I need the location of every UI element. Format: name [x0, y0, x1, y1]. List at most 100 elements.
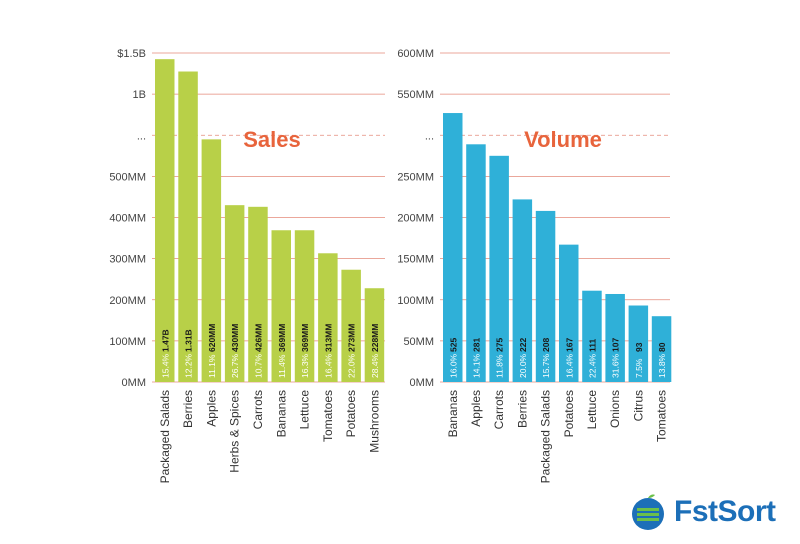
volume-category-label: Tomatoes — [655, 390, 669, 442]
volume-bar — [535, 210, 556, 382]
sales-category-label: Mushrooms — [367, 390, 381, 453]
sales-pct-label: 22.0% — [347, 353, 357, 378]
volume-pct-label: 13.8% — [657, 353, 667, 378]
volume-y-tick-label: 550MM — [397, 89, 434, 101]
brand-name: FstSort — [674, 495, 776, 528]
sales-y-tick-label: 300MM — [109, 254, 146, 266]
volume-pct-label: 22.4% — [587, 353, 597, 378]
volume-value-label: 80 — [657, 342, 667, 352]
volume-value-label: 222 — [518, 338, 528, 352]
sales-pct-label: 16.4% — [323, 353, 333, 378]
sales-category-label: Apples — [204, 390, 218, 427]
sales-category-label: Lettuce — [298, 390, 312, 430]
sales-y-tick-label: $1.5B — [117, 48, 146, 60]
volume-category-label: Potatoes — [562, 390, 576, 437]
sales-category-label: Packaged Salads — [158, 390, 172, 483]
sales-bar — [341, 269, 361, 382]
volume-category-label: Lettuce — [585, 390, 599, 430]
volume-y-tick-label: 100MM — [397, 295, 434, 307]
volume-pct-label: 31.6% — [611, 353, 621, 378]
sales-value-label: 369MM — [277, 324, 287, 352]
sales-bar — [201, 139, 222, 382]
sales-bar — [294, 230, 315, 382]
sales-pct-label: 16.3% — [300, 353, 310, 378]
volume-value-label: 93 — [634, 342, 644, 352]
sales-pct-label: 11.1% — [207, 354, 217, 378]
volume-bar — [489, 155, 509, 382]
sales-category-label: Potatoes — [344, 390, 358, 437]
volume-y-tick-label: 0MM — [410, 377, 434, 389]
sales-bar — [364, 288, 385, 382]
sales-pct-label: 10.7% — [253, 353, 263, 378]
volume-value-label: 208 — [541, 338, 551, 352]
sales-bar — [178, 71, 198, 382]
sales-pct-label: 11.4% — [277, 354, 287, 378]
sales-value-label: 620MM — [207, 324, 217, 352]
sales-category-label: Carrots — [251, 390, 265, 429]
sales-chart-title: Sales — [243, 127, 301, 152]
sales-value-label: 1.31B — [184, 329, 194, 352]
volume-bar — [512, 199, 533, 382]
volume-value-label: 281 — [471, 338, 481, 352]
sales-category-label: Bananas — [274, 390, 288, 437]
volume-value-label: 525 — [448, 338, 458, 352]
sales-bar — [155, 59, 175, 382]
volume-bar — [559, 244, 579, 382]
volume-value-label: 107 — [611, 338, 621, 352]
sales-bar — [224, 205, 245, 382]
volume-bar — [628, 305, 649, 382]
sales-pct-label: 26.7% — [230, 353, 240, 378]
volume-category-label: Berries — [515, 390, 529, 428]
apple-logo-icon — [632, 494, 664, 530]
volume-y-tick-label: 250MM — [397, 171, 434, 183]
volume-bar — [651, 316, 672, 382]
sales-category-label: Tomatoes — [321, 390, 335, 442]
volume-pct-label: 7.5% — [634, 358, 644, 378]
sales-pct-label: 12.2% — [184, 353, 194, 378]
volume-category-label: Carrots — [492, 390, 506, 429]
volume-y-tick-label: 50MM — [403, 336, 434, 348]
volume-category-label: Packaged Salads — [539, 390, 553, 483]
sales-category-label: Herbs & Spices — [228, 390, 242, 473]
volume-category-label: Bananas — [446, 390, 460, 437]
volume-pct-label: 11.8% — [495, 354, 505, 378]
sales-value-label: 1.47B — [160, 329, 170, 352]
volume-chart-title: Volume — [524, 127, 602, 152]
volume-pct-label: 16.4% — [564, 353, 574, 378]
sales-category-label: Berries — [181, 390, 195, 428]
sales-pct-label: 15.4% — [160, 353, 170, 378]
sales-value-label: 228MM — [370, 324, 380, 352]
volume-category-label: Onions — [608, 390, 622, 428]
sales-y-tick-label: 0MM — [122, 377, 146, 389]
volume-pct-label: 14.1% — [471, 353, 481, 378]
sales-value-label: 430MM — [230, 324, 240, 352]
sales-value-label: 426MM — [253, 324, 263, 352]
sales-value-label: 273MM — [347, 324, 357, 352]
volume-bar — [466, 144, 486, 382]
volume-bar — [605, 293, 625, 382]
volume-category-label: Apples — [469, 390, 483, 427]
volume-value-label: 275 — [495, 338, 505, 352]
brand-logo: FstSort — [628, 488, 796, 536]
volume-value-label: 111 — [587, 338, 597, 352]
volume-value-label: 167 — [564, 338, 574, 352]
sales-y-tick-label: 1B — [133, 89, 146, 101]
sales-value-label: 369MM — [300, 324, 310, 352]
volume-y-tick-label: 600MM — [397, 48, 434, 60]
volume-y-tick-label: 150MM — [397, 254, 434, 266]
volume-pct-label: 16.0% — [448, 353, 458, 378]
volume-bar — [582, 290, 602, 382]
volume-category-label: Citrus — [631, 390, 645, 421]
sales-y-tick-label: 400MM — [109, 213, 146, 225]
sales-y-tick-label: ... — [137, 130, 146, 142]
sales-bar — [271, 230, 291, 382]
sales-y-tick-label: 200MM — [109, 295, 146, 307]
sales-bar — [248, 206, 268, 382]
volume-bar — [443, 113, 463, 382]
volume-pct-label: 15.7% — [541, 353, 551, 378]
sales-y-tick-label: 100MM — [109, 336, 146, 348]
volume-pct-label: 20.0% — [518, 353, 528, 378]
sales-pct-label: 28.4% — [370, 353, 380, 378]
volume-y-tick-label: 200MM — [397, 213, 434, 225]
